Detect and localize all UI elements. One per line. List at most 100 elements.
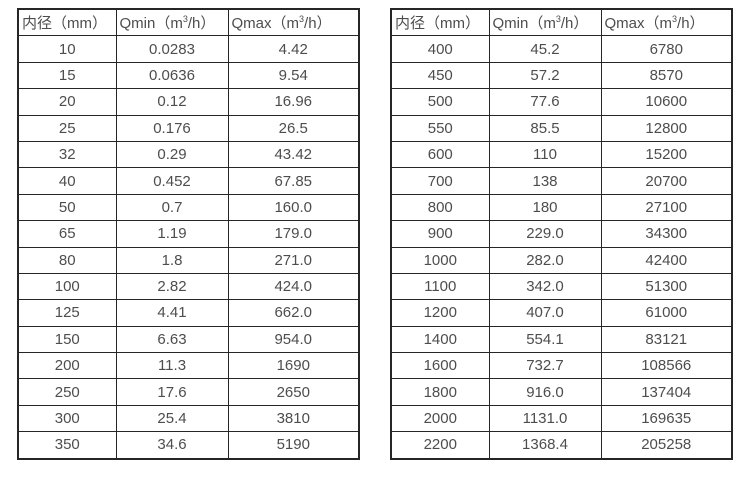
table-row: 300 25.4 3810 xyxy=(17,404,360,433)
table-row: 65 1.19 179.0 xyxy=(17,220,360,248)
table-cell: 3810 xyxy=(227,404,360,433)
table-row: 1600 732.7 108566 xyxy=(390,352,733,380)
table-row: 400 45.2 6780 xyxy=(390,35,733,63)
table-row: 500 77.6 10600 xyxy=(390,88,733,116)
table-cell: 2200 xyxy=(390,431,490,460)
table-cell: 732.7 xyxy=(488,352,602,380)
table-cell: 42400 xyxy=(600,246,733,274)
table-cell: 26.5 xyxy=(227,114,360,142)
table-cell: 2.82 xyxy=(115,272,229,301)
table-cell: 108566 xyxy=(600,352,733,380)
table-cell: 916.0 xyxy=(488,378,602,406)
table-cell: 1800 xyxy=(390,378,490,406)
table-cell: 50 xyxy=(17,193,117,222)
table-cell: 25.4 xyxy=(115,404,229,433)
table-cell: 137404 xyxy=(600,378,733,406)
table-cell: 8570 xyxy=(600,61,733,90)
table-cell: 20 xyxy=(17,88,117,116)
table-cell: 1100 xyxy=(390,272,490,301)
table-row: 125 4.41 662.0 xyxy=(17,299,360,327)
header-row: 内径（mm） Qmin（m3/h） Qmax（m3/h） xyxy=(390,8,733,37)
table-body: 400 45.2 6780 450 57.2 8570 500 77.6 10600 550 85.… xyxy=(390,35,733,460)
table-cell: 1368.4 xyxy=(488,431,602,460)
table-cell: 85.5 xyxy=(488,114,602,142)
table-row: 50 0.7 160.0 xyxy=(17,193,360,222)
table-row: 1000 282.0 42400 xyxy=(390,246,733,274)
table-cell: 27100 xyxy=(600,193,733,222)
table-row: 1800 916.0 137404 xyxy=(390,378,733,406)
table-row: 20 0.12 16.96 xyxy=(17,88,360,116)
table-cell: 65 xyxy=(17,220,117,248)
table-row: 10 0.0283 4.42 xyxy=(17,35,360,63)
table-cell: 83121 xyxy=(600,325,733,354)
table-cell: 1131.0 xyxy=(488,404,602,433)
table-cell: 0.0283 xyxy=(115,35,229,63)
table-cell: 169635 xyxy=(600,404,733,433)
table-header: 内径（mm） Qmin（m3/h） Qmax（m3/h） xyxy=(390,8,733,37)
table-cell: 0.12 xyxy=(115,88,229,116)
table-cell: 125 xyxy=(17,299,117,327)
table-cell: 0.176 xyxy=(115,114,229,142)
table-cell: 1400 xyxy=(390,325,490,354)
table-cell: 25 xyxy=(17,114,117,142)
header-cell-qmin: Qmin（m3/h） xyxy=(115,8,229,37)
table-cell: 150 xyxy=(17,325,117,354)
table-cell: 407.0 xyxy=(488,299,602,327)
table-row: 40 0.452 67.85 xyxy=(17,167,360,195)
table-cell: 40 xyxy=(17,167,117,195)
table-cell: 1000 xyxy=(390,246,490,274)
table-cell: 450 xyxy=(390,61,490,90)
table-cell: 2650 xyxy=(227,378,360,406)
table-row: 350 34.6 5190 xyxy=(17,431,360,460)
table-cell: 179.0 xyxy=(227,220,360,248)
table-row: 80 1.8 271.0 xyxy=(17,246,360,274)
header-cell-qmax: Qmax（m3/h） xyxy=(227,8,360,37)
table-cell: 200 xyxy=(17,352,117,380)
table-cell: 6780 xyxy=(600,35,733,63)
table-cell: 0.29 xyxy=(115,140,229,169)
table-cell: 34.6 xyxy=(115,431,229,460)
table-row: 600 110 15200 xyxy=(390,140,733,169)
table-cell: 0.452 xyxy=(115,167,229,195)
table-cell: 15200 xyxy=(600,140,733,169)
table-cell: 1.8 xyxy=(115,246,229,274)
table-row: 800 180 27100 xyxy=(390,193,733,222)
table-cell: 229.0 xyxy=(488,220,602,248)
header-cell-qmin: Qmin（m3/h） xyxy=(488,8,602,37)
table-cell: 2000 xyxy=(390,404,490,433)
table-cell: 45.2 xyxy=(488,35,602,63)
header-row: 内径（mm） Qmin（m3/h） Qmax（m3/h） xyxy=(17,8,360,37)
table-cell: 32 xyxy=(17,140,117,169)
table-cell: 16.96 xyxy=(227,88,360,116)
table-cell: 160.0 xyxy=(227,193,360,222)
table-cell: 500 xyxy=(390,88,490,116)
table-row: 700 138 20700 xyxy=(390,167,733,195)
table-cell: 10600 xyxy=(600,88,733,116)
header-cell-qmax: Qmax（m3/h） xyxy=(600,8,733,37)
table-cell: 15 xyxy=(17,61,117,90)
table-cell: 300 xyxy=(17,404,117,433)
table-cell: 4.41 xyxy=(115,299,229,327)
table-cell: 662.0 xyxy=(227,299,360,327)
table-cell: 205258 xyxy=(600,431,733,460)
table-cell: 424.0 xyxy=(227,272,360,301)
table-row: 1100 342.0 51300 xyxy=(390,272,733,301)
table-cell: 17.6 xyxy=(115,378,229,406)
table-cell: 1.19 xyxy=(115,220,229,248)
table-cell: 550 xyxy=(390,114,490,142)
table-cell: 80 xyxy=(17,246,117,274)
table-cell: 282.0 xyxy=(488,246,602,274)
table-row: 15 0.0636 9.54 xyxy=(17,61,360,90)
table-cell: 20700 xyxy=(600,167,733,195)
table-cell: 138 xyxy=(488,167,602,195)
table-cell: 954.0 xyxy=(227,325,360,354)
table-cell: 110 xyxy=(488,140,602,169)
table-row: 900 229.0 34300 xyxy=(390,220,733,248)
table-cell: 180 xyxy=(488,193,602,222)
header-cell-diameter: 内径（mm） xyxy=(390,8,490,37)
table-cell: 900 xyxy=(390,220,490,248)
table-cell: 554.1 xyxy=(488,325,602,354)
table-cell: 1200 xyxy=(390,299,490,327)
table-cell: 1690 xyxy=(227,352,360,380)
